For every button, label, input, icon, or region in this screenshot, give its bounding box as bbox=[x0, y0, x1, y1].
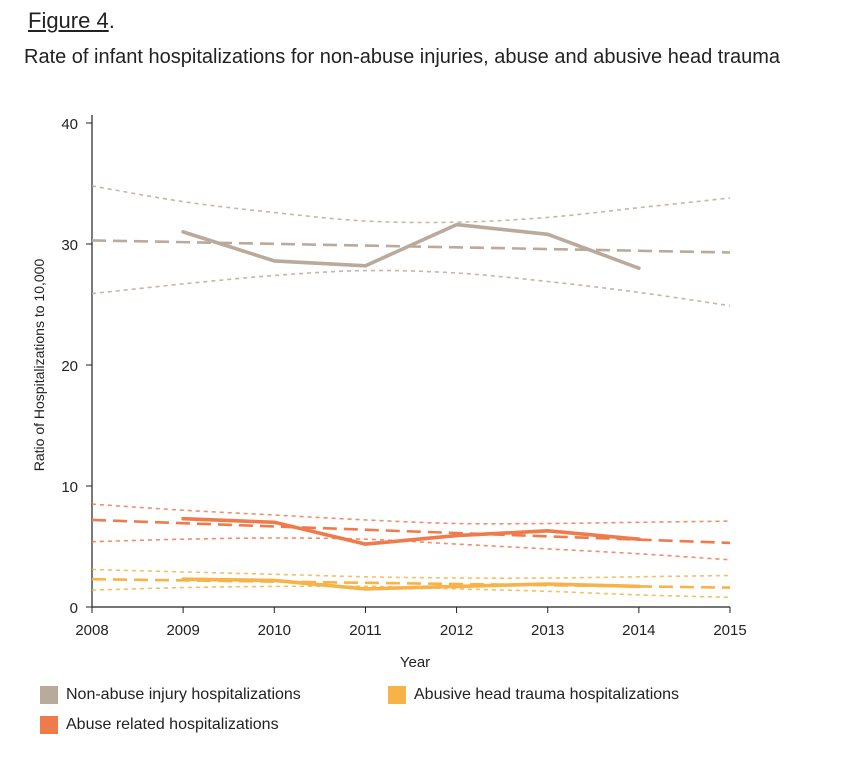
y-tick-label: 10 bbox=[61, 479, 78, 496]
data-point-aht bbox=[181, 577, 185, 581]
chart-title: Rate of infant hospitalizations for non-… bbox=[24, 46, 781, 68]
figure-label-suffix: . bbox=[108, 8, 115, 33]
legend-label-non-abuse: Non-abuse injury hospitalizations bbox=[66, 686, 301, 703]
x-tick-label: 2014 bbox=[622, 622, 655, 639]
series-line-non_abuse bbox=[181, 222, 641, 270]
legend-swatch-aht bbox=[388, 686, 406, 704]
ci-lower-line-non_abuse bbox=[91, 269, 731, 307]
data-point-non_abuse bbox=[454, 223, 459, 227]
data-point-aht bbox=[454, 584, 459, 589]
data-point-abuse bbox=[637, 537, 641, 541]
data-point-non_abuse bbox=[637, 266, 641, 270]
x-tick-label: 2013 bbox=[531, 622, 564, 639]
data-point-aht bbox=[363, 587, 368, 591]
ci-upper-line-aht bbox=[91, 568, 731, 579]
data-point-abuse bbox=[272, 520, 276, 524]
x-tick-label: 2008 bbox=[75, 622, 108, 639]
legend-swatch-non-abuse bbox=[40, 686, 58, 704]
ci-lower-line-abuse bbox=[91, 537, 731, 561]
x-tick-label: 2010 bbox=[258, 622, 291, 639]
data-point-non_abuse bbox=[181, 230, 185, 234]
legend-label-aht: Abusive head trauma hospitalizations bbox=[414, 686, 680, 703]
ci-upper-line-non_abuse bbox=[91, 185, 731, 224]
ci-upper-line-abuse bbox=[91, 503, 731, 525]
x-axis-title: Year bbox=[400, 654, 430, 671]
data-point-abuse bbox=[454, 534, 459, 538]
data-point-aht bbox=[272, 578, 276, 582]
legend-label-abuse: Abuse related hospitalizations bbox=[66, 716, 279, 733]
line-chart: 0 10 20 30 40 2008 2009 2010 2011 2012 2013 2014 201… bbox=[31, 115, 747, 671]
data-point-non_abuse bbox=[272, 259, 276, 263]
legend: Non-abuse injury hospitalizations Abusiv… bbox=[40, 686, 820, 746]
legend-item-abuse: Abuse related hospitalizations bbox=[40, 716, 279, 734]
series-line-aht bbox=[181, 577, 641, 591]
legend-item-non-abuse: Non-abuse injury hospitalizations bbox=[40, 686, 301, 704]
y-tick-label: 30 bbox=[61, 237, 78, 254]
y-tick-label: 0 bbox=[70, 600, 78, 617]
data-point-non_abuse bbox=[363, 264, 368, 268]
x-tick-label: 2012 bbox=[440, 622, 473, 639]
data-point-abuse bbox=[181, 517, 185, 521]
legend-item-aht: Abusive head trauma hospitalizations bbox=[388, 686, 679, 704]
data-point-aht bbox=[546, 582, 550, 586]
x-tick-label: 2011 bbox=[349, 622, 381, 639]
y-tick-label: 40 bbox=[61, 116, 78, 133]
y-axis-title: Ratio of Hospitalizations to 10,000 bbox=[31, 259, 47, 472]
data-point-aht bbox=[637, 584, 641, 589]
y-tick-label: 20 bbox=[61, 358, 78, 375]
series-line-abuse bbox=[181, 516, 641, 546]
figure-label-link[interactable]: Figure 4 bbox=[28, 8, 109, 33]
data-point-non_abuse bbox=[546, 232, 550, 236]
data-point-abuse bbox=[546, 529, 550, 533]
ci-lower-line-aht bbox=[91, 585, 731, 599]
data-point-abuse bbox=[363, 542, 368, 546]
legend-swatch-abuse bbox=[40, 716, 58, 734]
x-tick-label: 2015 bbox=[713, 622, 746, 639]
x-tick-label: 2009 bbox=[166, 622, 199, 639]
figure-label: Figure 4. bbox=[28, 8, 115, 34]
